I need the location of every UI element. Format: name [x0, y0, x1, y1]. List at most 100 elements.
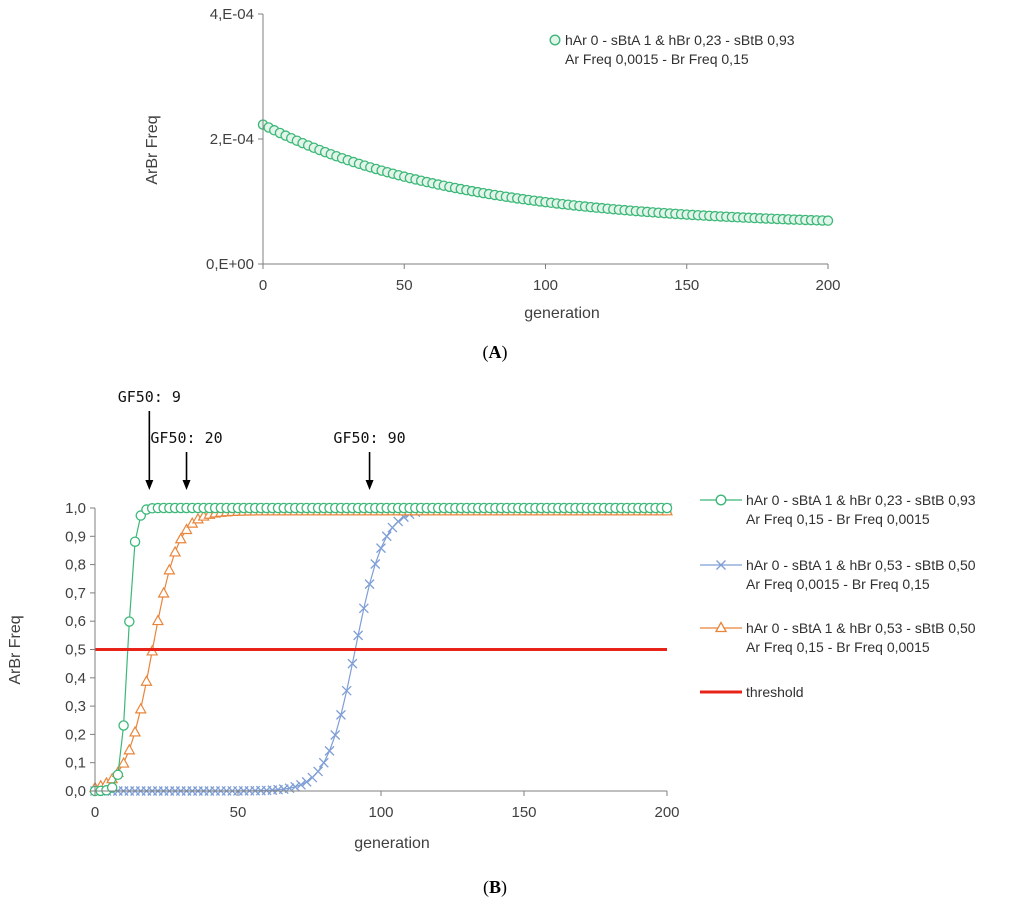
chart-b-panel-close: ) [501, 877, 507, 898]
chart-a-legend-line1: hAr 0 - sBtA 1 & hBr 0,23 - sBtB 0,93 [565, 32, 795, 48]
chart-a-x-label: generation [524, 305, 600, 322]
chart-b-legend: hAr 0 - sBtA 1 & hBr 0,23 - sBtB 0,93 Ar… [700, 492, 976, 700]
chart-b-panel-open: ( [483, 877, 489, 898]
chart-b-y-ticks: 0,0 0,1 0,2 0,3 0,4 0,5 0,6 0,7 0,8 0,9 1,0 [65, 500, 95, 800]
chart-b-annotations: GF50: 9 GF50: 20 GF50: 90 [118, 388, 406, 490]
y-tick-label: 1,0 [65, 500, 86, 517]
x-tick-label: 100 [368, 804, 393, 821]
chart-a-legend-line2: Ar Freq 0,0015 - Br Freq 0,15 [565, 51, 749, 67]
chart-b-legend-marker-3 [714, 621, 728, 633]
data-point [157, 586, 170, 598]
data-point [358, 603, 369, 614]
data-point [376, 543, 386, 554]
data-point [169, 545, 182, 557]
data-point [822, 215, 834, 226]
y-tick-label: 0,5 [65, 642, 86, 659]
x-tick-label: 200 [815, 277, 840, 294]
data-point [301, 776, 312, 787]
data-point [180, 523, 193, 535]
x-tick-label: 0 [91, 804, 99, 821]
data-point [117, 756, 130, 768]
data-point [381, 531, 392, 542]
chart-b: 0,0 0,1 0,2 0,3 0,4 0,5 0,6 0,7 0,8 0,9 1,0 0 50 100… [7, 388, 976, 898]
x-tick-label: 200 [654, 804, 679, 821]
data-point [341, 685, 352, 696]
chart-a-legend: hAr 0 - sBtA 1 & hBr 0,23 - sBtB 0,93 Ar… [549, 32, 795, 67]
data-point [347, 658, 358, 669]
chart-a-y-ticks: 0,E+00 2,E-04 4,E-04 [206, 6, 263, 273]
chart-b-marks [88, 502, 674, 797]
chart-b-legend-marker-1 [715, 494, 727, 506]
y-tick-label: 0,1 [65, 755, 86, 772]
chart-b-x-ticks: 0 50 100 150 200 [91, 791, 680, 821]
data-point [330, 730, 341, 740]
chart-b-legend-item-3: hAr 0 - sBtA 1 & hBr 0,53 - sBtB 0,50 Ar… [700, 620, 976, 655]
chart-b-panel-letter: B [489, 877, 501, 897]
data-point [129, 536, 141, 547]
chart-b-legend-3-line2: Ar Freq 0,15 - Br Freq 0,0015 [746, 639, 930, 655]
x-tick-label: 50 [396, 277, 413, 294]
data-point [106, 782, 118, 793]
chart-a: 0,E+00 2,E-04 4,E-04 0 50 100 150 200 ArBr Fre… [144, 6, 841, 363]
chart-b-legend-4-label: threshold [746, 684, 804, 700]
chart-b-legend-marker-2 [716, 560, 726, 570]
chart-b-legend-2-line1: hAr 0 - sBtA 1 & hBr 0,53 - sBtB 0,50 [746, 557, 976, 573]
data-point [124, 616, 135, 627]
x-tick-label: 150 [674, 277, 699, 294]
y-tick-label: 4,E-04 [210, 6, 254, 23]
y-tick-label: 0,7 [65, 585, 86, 602]
chart-b-legend-3-line1: hAr 0 - sBtA 1 & hBr 0,53 - sBtB 0,50 [746, 620, 976, 636]
data-point [174, 532, 187, 544]
chart-b-legend-2-line2: Ar Freq 0,0015 - Br Freq 0,15 [746, 576, 930, 592]
chart-b-legend-item-2: hAr 0 - sBtA 1 & hBr 0,53 - sBtB 0,50 Ar… [700, 557, 976, 592]
data-point [313, 766, 324, 777]
annotation-arrow-head [182, 480, 191, 490]
data-point [318, 757, 329, 768]
chart-b-y-label: ArBr Freq [7, 615, 24, 684]
data-point [295, 779, 306, 790]
chart-b-x-label: generation [354, 835, 430, 852]
annotation-label: GF50: 9 [118, 388, 181, 406]
annotation-label: GF50: 20 [150, 429, 222, 447]
data-point [123, 743, 136, 755]
x-tick-label: 50 [230, 804, 247, 821]
data-point [118, 720, 129, 731]
x-tick-label: 100 [533, 277, 558, 294]
y-tick-label: 0,2 [65, 726, 86, 743]
data-point [112, 769, 124, 781]
y-tick-label: 0,4 [65, 670, 86, 687]
chart-a-panel-letter: A [489, 342, 502, 362]
data-point [134, 702, 147, 714]
data-point [336, 709, 346, 720]
data-point [370, 559, 381, 569]
y-tick-label: 0,8 [65, 557, 86, 574]
x-tick-label: 150 [511, 804, 536, 821]
chart-a-panel-label: (A) [483, 342, 508, 363]
y-tick-label: 0,E+00 [206, 256, 254, 273]
annotation-arrow-head [365, 480, 374, 490]
annotation-label: GF50: 90 [333, 429, 405, 447]
chart-a-y-label: ArBr Freq [144, 115, 161, 184]
y-tick-label: 0,9 [65, 528, 86, 545]
data-point [393, 516, 404, 527]
chart-a-x-ticks: 0 50 100 150 200 [259, 264, 841, 294]
y-tick-label: 2,E-04 [210, 131, 254, 148]
chart-b-legend-1-line2: Ar Freq 0,15 - Br Freq 0,0015 [746, 511, 930, 527]
data-point [661, 502, 673, 514]
chart-b-legend-1-line1: hAr 0 - sBtA 1 & hBr 0,23 - sBtB 0,93 [746, 492, 976, 508]
y-tick-label: 0,3 [65, 698, 86, 715]
chart-b-legend-item-4: threshold [700, 684, 804, 700]
data-point [364, 579, 375, 590]
annotation-arrow-head [145, 480, 154, 490]
chart-a-panel-close: ) [502, 342, 508, 363]
chart-a-marks [257, 119, 834, 226]
data-point [129, 725, 142, 737]
data-point [290, 781, 301, 792]
data-point [140, 675, 153, 686]
data-point [163, 563, 176, 575]
y-tick-label: 0,6 [65, 613, 86, 630]
data-point [324, 745, 335, 756]
chart-b-legend-item-1: hAr 0 - sBtA 1 & hBr 0,23 - sBtB 0,93 Ar… [700, 492, 976, 527]
data-point [151, 614, 164, 626]
